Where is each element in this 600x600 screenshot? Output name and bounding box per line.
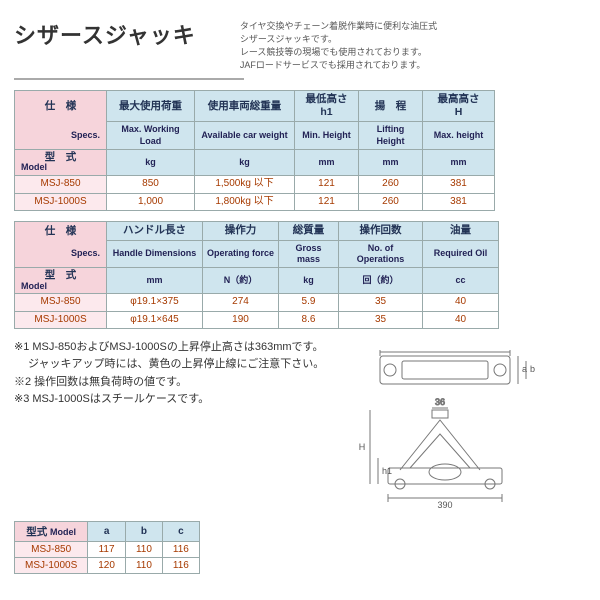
dimension-diagram: 36 c a b H h1 390	[340, 350, 560, 510]
svg-text:H: H	[359, 442, 366, 452]
description: タイヤ交換やチェーン着脱作業時に便利な油圧式シザースジャッキです。レース競技等の…	[196, 18, 586, 72]
svg-text:36: 36	[435, 397, 445, 407]
spec-table: 仕 様 最大使用荷重使用車両総重量最低高さh1揚 程最高高さH Specs. M…	[14, 90, 495, 211]
spec-table: 仕 様 ハンドル長さ操作力総質量操作回数油量 Specs. Handle Dim…	[14, 221, 499, 329]
svg-text:a: a	[522, 364, 527, 374]
dimension-table: 型式 Model abc MSJ-850117110116MSJ-1000S12…	[14, 521, 200, 574]
svg-text:b: b	[530, 364, 535, 374]
title-underline	[14, 78, 244, 80]
svg-text:c: c	[443, 350, 448, 352]
svg-text:390: 390	[437, 500, 452, 510]
svg-text:h1: h1	[382, 466, 392, 476]
page-title: シザースジャッキ	[14, 18, 196, 56]
